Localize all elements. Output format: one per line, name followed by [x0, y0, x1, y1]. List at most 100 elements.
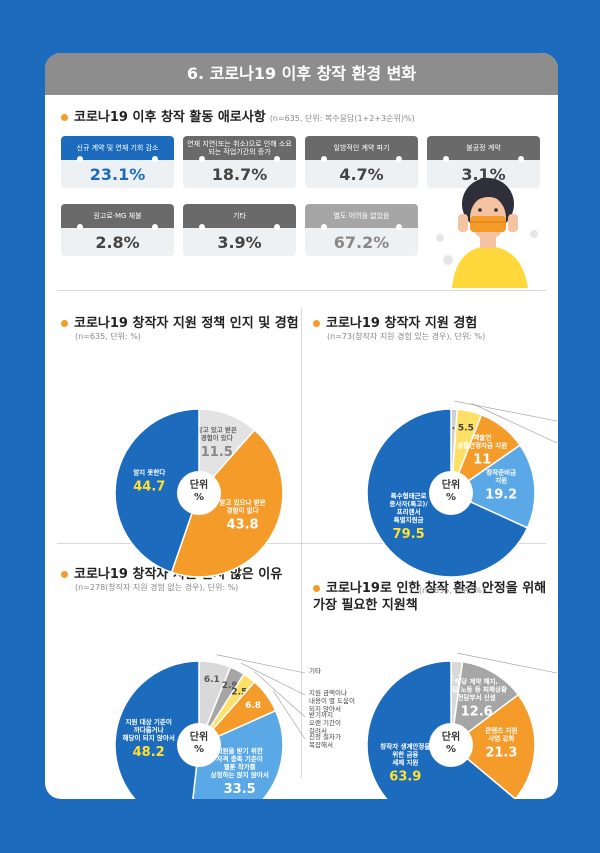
- slice-label: 알지 못한다: [133, 468, 165, 477]
- pie-center-hole: [177, 471, 221, 515]
- chart4-note: (n=635, 단위: %): [419, 586, 485, 595]
- slice-label: 콘텐츠 지원 사업 강화: [485, 725, 517, 742]
- chart-divider-horizontal: [57, 543, 546, 544]
- slice-value: 1.4: [446, 422, 462, 432]
- bullet-icon: [313, 320, 320, 327]
- slice-value: 44.7: [133, 480, 165, 495]
- bullet-icon: [61, 571, 68, 578]
- slice-value: 48.2: [133, 745, 165, 760]
- difficulty-value: 3.9%: [217, 232, 262, 252]
- difficulty-box: 불공정 계약 3.1%: [427, 136, 540, 188]
- leader-line: [254, 671, 306, 718]
- slice-value: 11.5: [201, 445, 233, 460]
- pie-chart-3: 6.1 기타 2.9 지원 금액이나 내용이 별 도움이 되지 않아서 2.5 받기까지 오랜 …: [114, 654, 355, 799]
- binder-hole: [152, 224, 158, 230]
- binder-hole: [77, 224, 83, 230]
- leader-line: [457, 652, 558, 674]
- leader-line: [272, 690, 306, 740]
- pie-chart-1: 알고 있고 받은 경험이 있다 11.5 알고 있으나 받은 경험이 없다 43.8 알지 …: [114, 408, 284, 578]
- chart4-title: 코로나19로 인한 창작 환경 안정을 위해 가장 필요한 지원책: [313, 563, 546, 614]
- chart2-note: (n=73(창작자 지원 경험 있는 경우), 단위: %): [327, 332, 486, 341]
- leader-line: [471, 403, 558, 444]
- slice-label: 알고 있으나 받은 경험이 없다: [219, 497, 265, 514]
- slice-label: 지원 금액이나 내용이 별 도움이 되지 않아서: [309, 688, 355, 713]
- slice-value: 19.2: [485, 488, 517, 503]
- difficulty-box: 신규 계약 및 연재 기회 감소 23.1%: [61, 136, 174, 188]
- slice-value: 79.5: [393, 527, 425, 542]
- slice-label: 알고 있고 받은 경험이 있다: [197, 425, 237, 442]
- slice-value: 2.9: [222, 681, 238, 691]
- slice-value: 5.5: [458, 423, 474, 433]
- difficulty-box: 원고료·MG 체불 2.8%: [61, 204, 174, 256]
- page-title: 6. 코로나19 이후 창작 환경 변화: [45, 53, 558, 95]
- section1-title-text: 코로나19 이후 창작 활동 애로사항: [74, 110, 266, 125]
- slice-label: 창작자 생계안정을 위한 금융 세제 지원: [380, 741, 430, 766]
- binder-hole: [321, 224, 327, 230]
- unit-label: 단위%: [190, 478, 208, 503]
- slice-value: 43.8: [227, 517, 259, 532]
- difficulty-value: 67.2%: [333, 232, 390, 252]
- leader-line: [240, 662, 306, 696]
- section-divider: [57, 290, 546, 291]
- pie-slice: [114, 660, 200, 799]
- slice-value: 33.5: [224, 782, 256, 797]
- chart4-title-text: 코로나19로 인한 창작 환경 안정을 위해 가장 필요한 지원책: [313, 581, 547, 613]
- leader-line: [216, 654, 306, 674]
- slice-label: 창작준비금 지원: [486, 468, 516, 485]
- difficulty-value: 4.7%: [339, 164, 384, 184]
- binder-hole: [396, 224, 402, 230]
- woman-with-mask-illustration: [436, 178, 538, 288]
- infographic-card: 6. 코로나19 이후 창작 환경 변화 코로나19 이후 창작 활동 애로사항…: [45, 53, 558, 799]
- binder-hole: [77, 156, 83, 162]
- chart3-note: (n=278(창작자 지원 경험 없는 경우), 단위: %): [75, 583, 239, 592]
- slice-value: 6.8: [245, 701, 261, 711]
- slice-value: 21.3: [485, 745, 517, 760]
- bullet-icon: [313, 585, 320, 592]
- binder-hole: [274, 224, 280, 230]
- slice-value: 63.9: [389, 769, 421, 784]
- difficulty-value: 23.1%: [89, 164, 146, 184]
- slice-label: 예술인 생활안정자금 지원: [457, 432, 507, 449]
- slice-label: 기타: [309, 666, 321, 675]
- bullet-icon: [61, 114, 68, 121]
- unit-label: 단위%: [190, 730, 208, 755]
- slice-value: 2.5: [231, 687, 247, 697]
- pie-slice: [449, 444, 536, 529]
- difficulty-value: 18.7%: [211, 164, 268, 184]
- binder-hole: [274, 156, 280, 162]
- difficulty-value: 2.8%: [95, 232, 140, 252]
- pie-slice: [170, 428, 284, 578]
- pie-slice: [449, 693, 536, 799]
- chart2-title-text: 코로나19 창작자 지원 경험: [326, 316, 478, 331]
- pie-slice: [450, 660, 520, 747]
- pie-center-hole: [177, 723, 221, 767]
- chart1-note: (n=635, 단위: %): [75, 332, 141, 341]
- slice-value: 11: [473, 452, 491, 467]
- unit-label: 단위%: [442, 730, 460, 755]
- pie-charts: 알고 있고 받은 경험이 있다 11.5 알고 있으나 받은 경험이 없다 43.8 알지 …: [114, 400, 558, 799]
- binder-hole: [199, 224, 205, 230]
- leader-line: [454, 400, 558, 422]
- unit-label: 단위%: [442, 478, 460, 503]
- pie-slice: [192, 709, 284, 799]
- section1-note: (n=635, 단위: 복수응답(1+2+3순위)%): [269, 114, 415, 123]
- difficulty-box: 연재 지연(또는 취소)으로 인해 소요되는 작업기간의 증가 18.7%: [183, 136, 296, 188]
- pie-slice: [114, 408, 200, 574]
- binder-hole: [518, 156, 524, 162]
- slice-label: 받기까지 오랜 기간이 걸려서: [309, 710, 341, 735]
- binder-hole: [152, 156, 158, 162]
- binder-hole: [199, 156, 205, 162]
- pie-center-hole: [429, 723, 473, 767]
- slice-value: 6.1: [204, 675, 220, 685]
- section1-title: 코로나19 이후 창작 활동 애로사항 (n=635, 단위: 복수응답(1+2+…: [61, 106, 415, 125]
- slice-label: 지원 대상 기준이 까다롭거나 해당이 되지 않아서: [122, 717, 174, 742]
- pie-center-hole: [429, 471, 473, 515]
- chart1-title-text: 코로나19 창작자 지원 정책 인지 및 경험: [74, 316, 299, 331]
- difficulty-box: 일방적인 계약 파기 4.7%: [305, 136, 418, 188]
- difficulty-value: 3.1%: [461, 164, 506, 184]
- chart2-title: 코로나19 창작자 지원 경험: [313, 312, 477, 331]
- bullet-icon: [61, 320, 68, 327]
- binder-hole: [321, 156, 327, 162]
- binder-hole: [396, 156, 402, 162]
